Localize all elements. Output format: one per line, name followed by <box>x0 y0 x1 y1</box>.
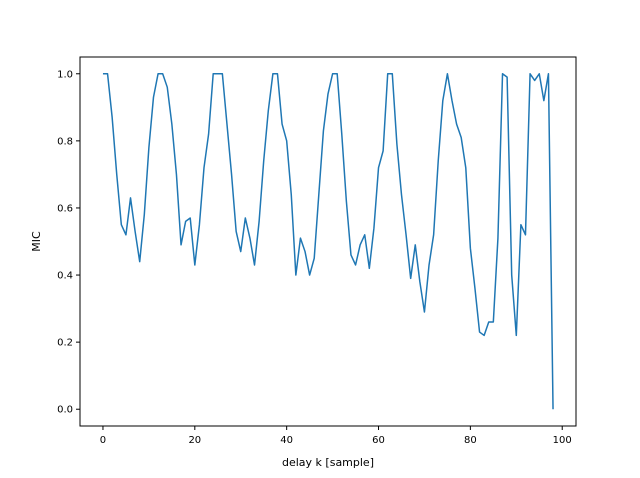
y-tick-label: 0.2 <box>57 338 73 349</box>
y-tick-label: 0.0 <box>57 405 73 416</box>
x-tick-label: 20 <box>188 435 201 446</box>
plot-area-frame <box>79 56 577 427</box>
x-tick-label: 80 <box>464 435 477 446</box>
series-line <box>102 73 554 410</box>
x-tick-label: 0 <box>100 435 106 446</box>
plot-line-group <box>102 73 554 410</box>
y-tick-label: 1.0 <box>57 69 73 80</box>
y-axis-label: MIC <box>30 231 43 252</box>
y-tick-label: 0.8 <box>57 136 73 147</box>
y-axis-ticks: 0.0 0.2 0.4 0.6 0.8 1.0 <box>57 69 80 416</box>
x-axis-label: delay k [sample] <box>282 456 374 469</box>
x-axis-ticks: 0 20 40 60 80 100 <box>100 426 572 446</box>
x-tick-label: 60 <box>372 435 385 446</box>
x-tick-label: 40 <box>280 435 293 446</box>
y-tick-label: 0.6 <box>57 203 73 214</box>
y-tick-label: 0.4 <box>57 271 73 282</box>
x-tick-label: 100 <box>553 435 572 446</box>
